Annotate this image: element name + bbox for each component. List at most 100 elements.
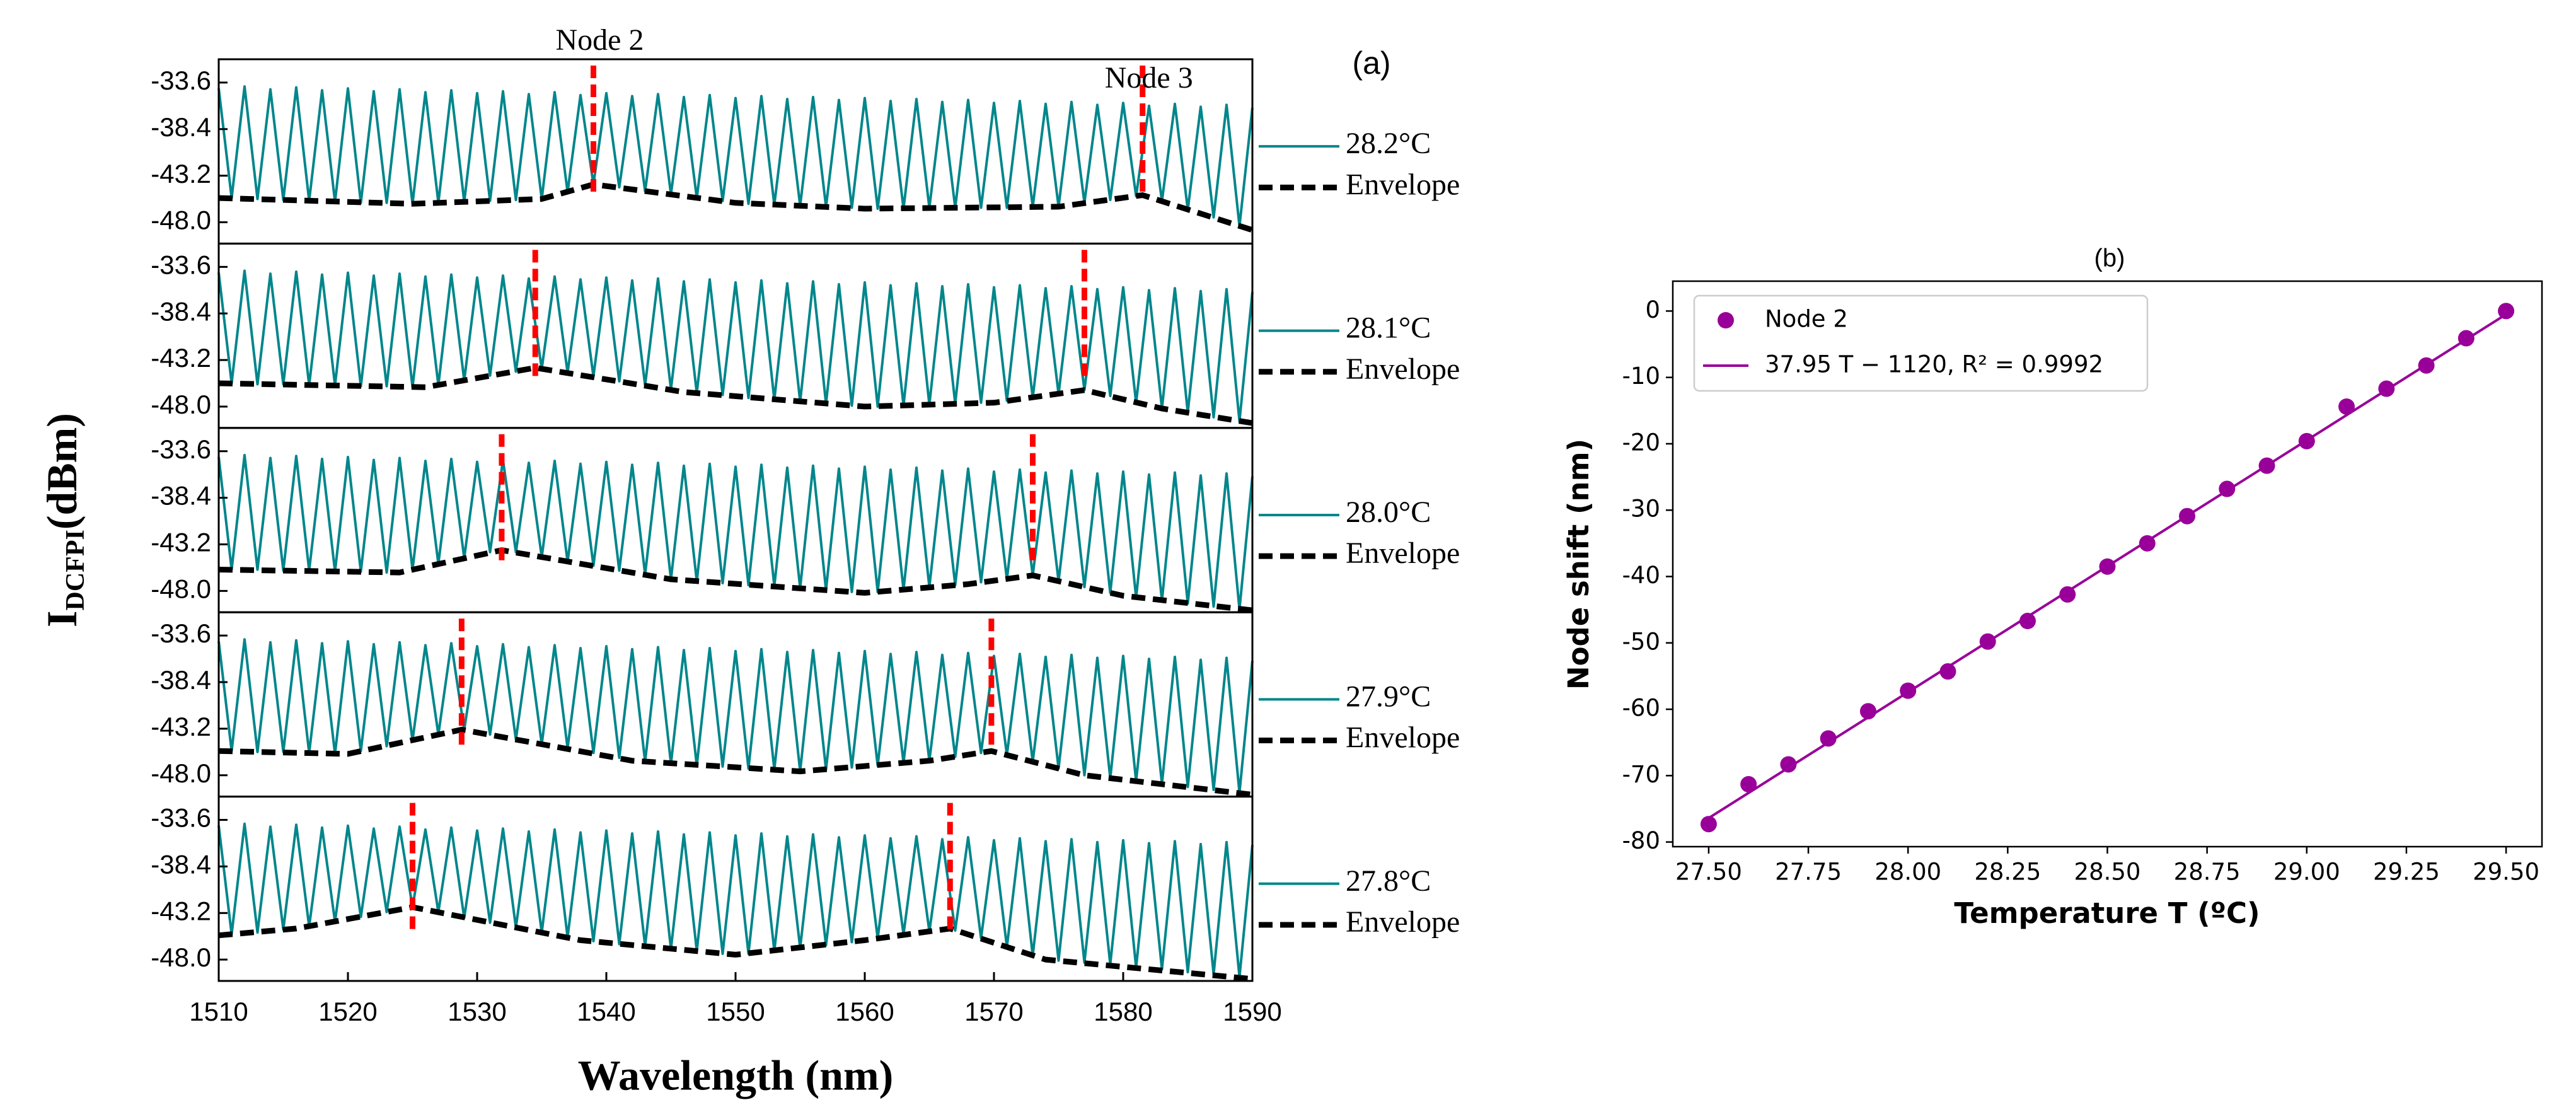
scatter-point <box>2099 558 2116 575</box>
y-tick-label: -60 <box>1622 695 1660 722</box>
scatter-point <box>2258 457 2275 474</box>
scatter-point <box>2498 303 2515 320</box>
x-tick-label: 1580 <box>1094 997 1152 1026</box>
legend-label: Envelope <box>1346 168 1460 201</box>
scatter-point <box>1900 682 1917 699</box>
legend-label: 27.9°C <box>1346 680 1431 713</box>
x-tick-label: 28.50 <box>2074 859 2141 886</box>
y-tick-label: -80 <box>1622 827 1660 854</box>
x-tick-label: 1540 <box>577 997 635 1026</box>
y-label-unit: (dBm) <box>38 413 86 530</box>
scatter-point <box>2418 357 2435 374</box>
envelope-line <box>218 364 1253 426</box>
panel-b-title: (b) <box>2094 245 2125 272</box>
x-tick-label: 28.75 <box>2174 859 2241 886</box>
x-tick-label: 27.50 <box>1675 859 1742 886</box>
x-tick-label: 29.00 <box>2273 859 2340 886</box>
y-tick-label: -33.6 <box>151 250 211 279</box>
scatter-point <box>2059 586 2076 603</box>
y-tick-label: -33.6 <box>151 66 211 95</box>
scatter-point <box>2298 432 2315 449</box>
legend-label: 37.95 T − 1120, R² = 0.9992 <box>1765 351 2103 378</box>
y-tick-label: -48.0 <box>151 942 211 972</box>
x-axis-label: Wavelength (nm) <box>578 1052 894 1099</box>
legend-swatch <box>1718 312 1734 328</box>
panel-a-label: (a) <box>1352 45 1390 81</box>
y-tick-label: -43.2 <box>151 159 211 188</box>
legend-label: 28.0°C <box>1346 496 1431 529</box>
scatter-point <box>2378 380 2395 397</box>
x-tick-label: 28.00 <box>1874 859 1941 886</box>
scatter-point <box>1700 816 1717 833</box>
scatter-point <box>2139 535 2156 552</box>
legend-label: Node 2 <box>1765 306 1848 333</box>
y-tick-label: -33.6 <box>151 618 211 648</box>
y-tick-label: -40 <box>1622 562 1660 589</box>
scatter-point <box>2338 398 2355 415</box>
x-tick-label: 1530 <box>448 997 506 1026</box>
spectrum-line <box>217 638 1254 794</box>
y-tick-label: -48.0 <box>151 390 211 419</box>
legend-label: 28.1°C <box>1346 311 1431 345</box>
y-tick-label: -38.4 <box>151 112 211 142</box>
envelope-line <box>218 726 1253 797</box>
y-tick-label: -33.6 <box>151 434 211 464</box>
y-tick-label: -43.2 <box>151 712 211 741</box>
y-tick-label: -48.0 <box>151 758 211 788</box>
legend-box <box>1693 294 2149 392</box>
y-tick-label: -38.4 <box>151 296 211 326</box>
spectrum-line <box>217 85 1254 228</box>
y-tick-label: -38.4 <box>151 481 211 511</box>
y-label-sub: DCFPI <box>61 530 90 610</box>
scatter-point <box>1859 703 1876 720</box>
plot-frame <box>217 58 1254 245</box>
x-tick-label: 27.75 <box>1775 859 1842 886</box>
y-label-main: I <box>38 610 86 627</box>
legend-label: Envelope <box>1346 721 1460 755</box>
legend-label: Envelope <box>1346 905 1460 939</box>
scatter-point <box>1740 776 1757 793</box>
y-tick-label: -50 <box>1622 628 1660 655</box>
scatter-point <box>2458 330 2475 347</box>
y-tick-label: -70 <box>1622 761 1660 788</box>
x-tick-label: 1550 <box>706 997 765 1026</box>
y-tick-label: -43.2 <box>151 896 211 925</box>
scatter-point <box>1820 730 1837 747</box>
envelope-line <box>218 547 1253 613</box>
y-tick-label: -43.2 <box>151 528 211 557</box>
x-axis-label: Temperature T (ºC) <box>1954 896 2260 930</box>
y-tick-label: -38.4 <box>151 849 211 879</box>
node-annotation: Node 3 <box>1105 61 1193 95</box>
y-tick-label: -30 <box>1622 496 1660 523</box>
y-tick-label: -38.4 <box>151 665 211 695</box>
y-tick-label: -43.2 <box>151 343 211 373</box>
x-tick-label: 1590 <box>1223 997 1281 1026</box>
y-axis-label: IDCFPI(dBm) <box>38 413 90 627</box>
spectrum-line <box>217 453 1254 611</box>
spectrum-line <box>217 822 1254 978</box>
envelope-line <box>218 182 1254 233</box>
scatter-point <box>2179 507 2196 525</box>
legend-label: 28.2°C <box>1346 127 1431 160</box>
x-tick-label: 29.50 <box>2473 859 2539 886</box>
y-tick-label: -48.0 <box>151 206 211 235</box>
legend-label: Envelope <box>1346 352 1460 386</box>
y-axis-label: Node shift (nm) <box>1562 439 1595 690</box>
x-tick-label: 1520 <box>318 997 377 1026</box>
scatter-point <box>1939 663 1956 680</box>
spectrum-line <box>217 269 1254 422</box>
scatter-point <box>1979 633 1996 650</box>
scatter-point <box>1780 756 1797 773</box>
x-tick-label: 1570 <box>964 997 1023 1026</box>
x-tick-label: 29.25 <box>2373 859 2440 886</box>
scatter-point <box>2219 480 2236 497</box>
x-tick-label: 1560 <box>835 997 894 1026</box>
y-tick-label: 0 <box>1645 296 1660 323</box>
x-tick-label: 1510 <box>189 997 248 1026</box>
y-tick-label: -48.0 <box>151 574 211 603</box>
envelope-line <box>218 904 1253 982</box>
x-tick-label: 28.25 <box>1974 859 2041 886</box>
y-tick-label: -20 <box>1622 429 1660 456</box>
scatter-point <box>2019 613 2036 630</box>
